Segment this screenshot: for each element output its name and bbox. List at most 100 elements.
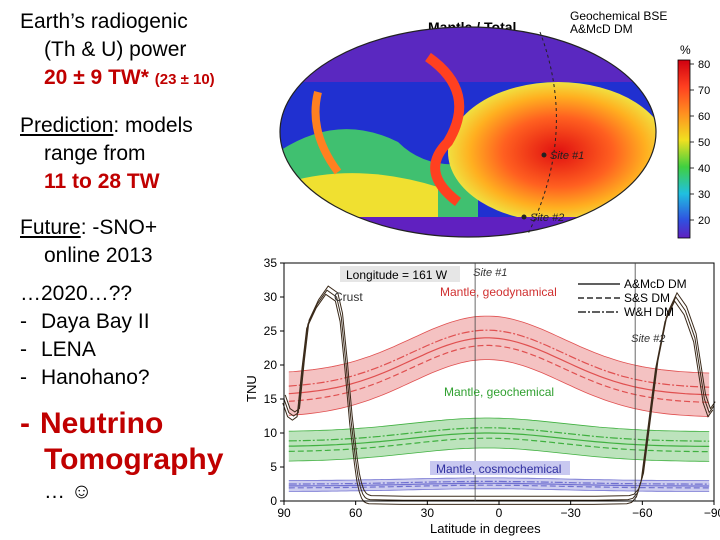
bullet: - (20, 338, 27, 361)
globe (280, 27, 656, 237)
colorbar-unit: % (680, 43, 691, 57)
band-cosmochemical (288, 477, 710, 492)
longitude-line (527, 31, 557, 235)
y-tick-label: 10 (264, 426, 278, 440)
tomography-line-2: Tomography (44, 443, 224, 476)
band-geodynamical-edge (288, 359, 710, 417)
spacer (20, 94, 270, 112)
spacer (20, 270, 270, 280)
longitude-label-box (340, 266, 460, 282)
pacific-anomaly (448, 82, 656, 222)
band-geodynamical (288, 316, 710, 417)
list-item: - Hanohano? (20, 364, 270, 392)
y-tick-label: 0 (270, 494, 277, 508)
power-value-line: 20 ± 9 TW* (23 ± 10) (20, 64, 270, 94)
power-title-line-2: (Th & U) power (44, 38, 187, 61)
spacer (20, 392, 270, 406)
site-1-chart-label: Site #1 (473, 267, 507, 279)
bullet: - (20, 310, 27, 333)
x-tick-label: −60 (632, 506, 653, 520)
band-geochemical-edge (288, 447, 710, 462)
band-cosmochemical-model-line (288, 480, 710, 485)
x-axis-label: Latitude in degrees (430, 521, 541, 536)
y-axis-label: TNU (244, 375, 259, 402)
chart-lines (282, 285, 716, 505)
y-tick-label: 20 (264, 358, 278, 372)
site-1-label: Site #1 (550, 150, 584, 162)
chart-bands (288, 316, 710, 492)
chart-axes: 90 60 30 0 −30 −60 −90 0 5 10 15 20 25 30 35 (264, 256, 720, 520)
colorbar-tick-label: 30 (698, 189, 710, 201)
x-tick-label: −30 (560, 506, 581, 520)
list-item-label: LENA (41, 338, 96, 361)
prediction-line: Prediction: models (20, 112, 270, 140)
y-tick-label: 35 (264, 256, 278, 270)
band-cosmochemical-model-line (288, 482, 710, 487)
crust-line (284, 285, 716, 497)
timeline: …2020…?? (20, 282, 133, 305)
legend-entry: W&H DM (624, 305, 674, 319)
band-geodynamical-model-line (288, 344, 710, 403)
colorbar-tick-label: 60 (698, 111, 710, 123)
site-2-label: Site #2 (530, 212, 564, 224)
band-geochemical-model-line (288, 427, 710, 442)
future-label: Future (20, 216, 81, 239)
legend-entry: S&S DM (624, 291, 670, 305)
crust-line (283, 289, 715, 501)
bullet: - (20, 366, 27, 389)
colorbar-tick-label: 70 (698, 85, 710, 97)
colorbar (677, 59, 691, 239)
x-tick-label: 30 (421, 506, 435, 520)
site-1-marker (541, 152, 547, 158)
future-rest: : -SNO+ (80, 216, 158, 239)
colorbar-ticks: 80 70 60 50 40 30 20 (690, 59, 710, 227)
atlantic-ridge (311, 91, 342, 175)
mantle-total-map: Mantle / Total Geochemical BSE A&McD DM … (279, 9, 710, 239)
crust-label: Crust (334, 290, 363, 304)
cosmochemical-label-box (430, 461, 570, 475)
geodynamical-label: Mantle, geodynamical (440, 285, 557, 299)
band-geodynamical-edge (288, 315, 710, 374)
cosmochemical-label: Mantle, cosmochemical (436, 462, 561, 476)
tomography-block: - Neutrino Tomography (20, 406, 270, 478)
prediction-label: Prediction (20, 114, 114, 137)
antarctica (280, 217, 656, 237)
tomography-word-1: Neutrino (40, 407, 164, 440)
y-tick-label: 30 (264, 290, 278, 304)
colorbar-tick-label: 80 (698, 59, 710, 71)
list-item-label: Hanohano? (41, 366, 150, 389)
prediction-range: 11 to 28 TW (44, 170, 160, 193)
future-line-2: online 2013 (44, 244, 153, 267)
tnu-latitude-chart: 90 60 30 0 −30 −60 −90 0 5 10 15 20 25 30 35 Longitude… (244, 256, 720, 536)
x-tick-label: 90 (277, 506, 291, 520)
colorbar-tick-label: 50 (698, 137, 710, 149)
chart-legend: A&McD DM S&S DM W&H DM (578, 277, 687, 319)
y-tick-label: 5 (270, 460, 277, 474)
band-cosmochemical-model-line (288, 484, 710, 489)
colorbar-tick-label: 40 (698, 163, 710, 175)
list-item: - Daya Bay II (20, 308, 270, 336)
y-tick-label: 25 (264, 324, 278, 338)
y-tick-label: 15 (264, 392, 278, 406)
spacer (20, 196, 270, 214)
longitude-label: Longitude = 161 W (346, 268, 448, 282)
indian-ridge (425, 52, 465, 206)
band-geodynamical-model-line (288, 337, 710, 396)
band-geochemical-model-line (288, 432, 710, 447)
crust-line (282, 293, 714, 505)
geochemical-label: Mantle, geochemical (444, 385, 554, 399)
power-title-line-1: Earth’s radiogenic (20, 10, 188, 33)
globe-outline (279, 26, 657, 238)
list-item-label: Daya Bay II (41, 310, 150, 333)
map-model-line-1: Geochemical BSE (570, 9, 667, 23)
band-geochemical-model-line (288, 437, 710, 453)
power-alt-value: (23 ± 10) (154, 71, 215, 88)
prediction-line-2: range from (44, 142, 146, 165)
x-tick-label: 60 (349, 506, 363, 520)
legend-entry: A&McD DM (624, 277, 687, 291)
x-tick-label: 0 (496, 506, 503, 520)
power-value: 20 ± 9 TW* (44, 66, 149, 89)
site-2-chart-label: Site #2 (631, 333, 665, 345)
map-model-line-2: A&McD DM (570, 22, 633, 36)
prediction-rest: : models (113, 114, 193, 137)
